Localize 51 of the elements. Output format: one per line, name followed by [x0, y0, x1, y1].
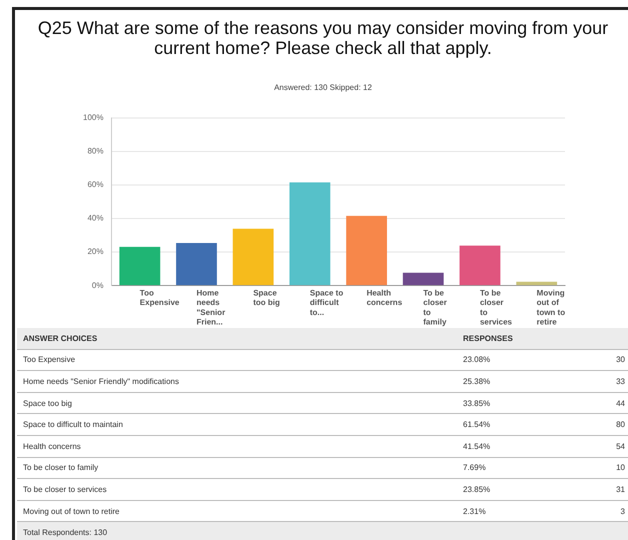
bar [176, 243, 217, 286]
category-label: Home needs "Senior Friendly" modifications [17, 370, 457, 392]
data-label: 33 [599, 370, 628, 392]
data-label: 41.54% [457, 435, 599, 458]
bar [232, 228, 274, 286]
chart-subtitle: Answered: 130 Skipped: 12 [273, 83, 373, 92]
category-label: To be closer to services [17, 478, 457, 500]
data-label: 33.85% [457, 392, 599, 414]
bar [346, 216, 387, 286]
data-label: 10 [599, 457, 628, 479]
bar [119, 246, 160, 286]
data-label: 54 [599, 435, 628, 458]
text: ANSWER CHOICES [17, 328, 457, 350]
x-tick-label: Space to difficult to... [310, 288, 344, 317]
data-label: 7.69% [457, 457, 599, 479]
y-tick-label: 0% [92, 280, 104, 290]
data-label: 3 [599, 500, 628, 522]
data-label: 44 [599, 392, 628, 414]
x-tick-label: To be closer to services [480, 288, 513, 326]
category-label: Health concerns [17, 435, 457, 458]
text: RESPONSES [457, 328, 599, 350]
bar [289, 182, 330, 286]
data-label: 2.31% [457, 500, 599, 522]
x-tick-label: Home needs "Senior Frien... [196, 288, 226, 326]
category-label: Space too big [17, 392, 457, 414]
y-tick-label: 60% [87, 180, 104, 190]
bar [460, 246, 500, 286]
x-tick-label: Moving out of town to retire [536, 288, 566, 326]
data-label: 31 [599, 478, 628, 500]
x-tick-label: Too Expensive [140, 288, 180, 308]
data-label: 23.85% [457, 478, 599, 500]
data-label: 30 [599, 349, 628, 371]
category-label: Too Expensive [17, 349, 457, 371]
y-tick-label: 40% [87, 214, 104, 223]
data-label: 25.38% [457, 370, 599, 392]
chart-title: Q25 What are some of the reasons you may consider moving from your current home? Please check all that apply. [36, 18, 610, 58]
data-label: 80 [599, 414, 628, 436]
x-tick-label: Health concerns [366, 288, 403, 308]
category-label: Moving out of town to retire [17, 500, 457, 522]
y-tick-label: 80% [87, 146, 104, 156]
category-label: Space to difficult to maintain [17, 414, 457, 436]
data-label: 23.08% [457, 349, 599, 371]
bar [402, 272, 444, 286]
x-tick-label: Space too big [253, 288, 280, 308]
text: Total Respondents: 130 [17, 522, 457, 540]
x-tick-label: To be closer to family [423, 288, 447, 326]
y-tick-label: 100% [82, 113, 104, 122]
y-tick-label: 20% [87, 247, 104, 256]
bar [516, 282, 558, 286]
category-label: To be closer to family [17, 457, 457, 479]
data-label: 61.54% [457, 414, 599, 436]
